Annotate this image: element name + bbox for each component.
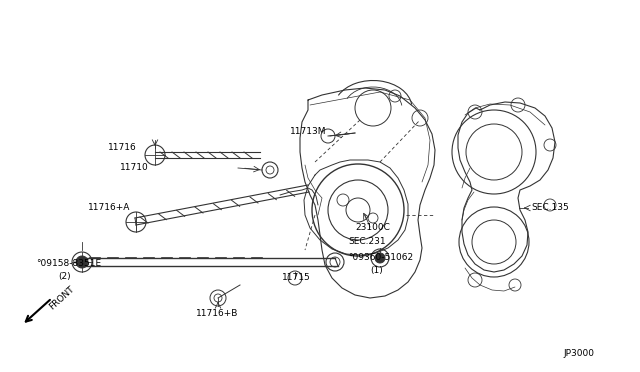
Text: SEC.231: SEC.231 bbox=[348, 237, 386, 247]
Text: JP3000: JP3000 bbox=[563, 350, 594, 359]
Circle shape bbox=[375, 253, 385, 263]
Text: °09360-51062: °09360-51062 bbox=[348, 253, 413, 262]
Text: 11716: 11716 bbox=[108, 144, 137, 153]
Text: 11715: 11715 bbox=[282, 273, 311, 282]
Text: (2): (2) bbox=[58, 273, 70, 282]
Text: °09158-8351E: °09158-8351E bbox=[36, 259, 101, 267]
Text: 11710: 11710 bbox=[120, 164, 148, 173]
Circle shape bbox=[76, 256, 88, 268]
Text: 11716+A: 11716+A bbox=[88, 203, 131, 212]
Text: (1): (1) bbox=[370, 266, 383, 276]
Text: SEC.135: SEC.135 bbox=[531, 203, 569, 212]
Text: FRONT: FRONT bbox=[47, 285, 76, 311]
Text: 11713M: 11713M bbox=[290, 126, 326, 135]
Text: 11716+B: 11716+B bbox=[196, 310, 238, 318]
Text: 23100C: 23100C bbox=[355, 224, 390, 232]
